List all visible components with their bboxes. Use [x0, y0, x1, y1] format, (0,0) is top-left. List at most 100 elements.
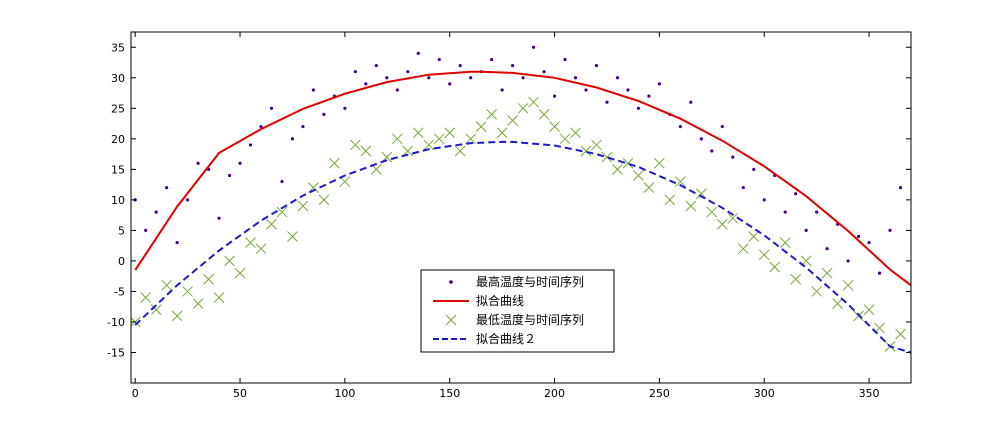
y-tick-label: 35 [111, 41, 125, 54]
y-tick-label: 15 [111, 163, 125, 176]
min-temp-point [433, 133, 445, 145]
legend-marker-max-points [449, 280, 453, 284]
min-temp-point [727, 212, 739, 224]
x-tick-label: 200 [544, 387, 565, 400]
min-temp-point [444, 127, 456, 139]
x-tick-label: 100 [334, 387, 355, 400]
max-temp-point [573, 76, 578, 80]
min-temp-point [402, 145, 414, 157]
max-temp-point [301, 125, 305, 129]
max-temp-point [259, 125, 263, 129]
min-temp-point [580, 145, 592, 157]
max-temp-point [542, 70, 546, 74]
legend-label: 拟合曲线 [476, 293, 524, 308]
min-temp-point [863, 304, 875, 316]
max-temp-point [552, 94, 557, 98]
max-temp-point [227, 173, 232, 178]
axes-box [130, 31, 912, 384]
y-tick-label: 25 [111, 102, 125, 115]
max-temp-point [521, 76, 525, 80]
min-temp-point [570, 127, 581, 139]
min-temp-point [612, 163, 623, 175]
max-temp-point [217, 216, 221, 220]
min-temp-point [213, 292, 225, 303]
min-temp-point [507, 115, 518, 126]
min-temp-point [423, 139, 435, 151]
min-temp-point [350, 139, 361, 151]
min-temp-point [234, 267, 246, 279]
max-temp-point [269, 106, 274, 110]
max-temp-point [762, 198, 766, 202]
min-temp-point [842, 279, 854, 291]
max-temp-point [898, 186, 903, 190]
legend-marker-min-points [445, 314, 457, 326]
min-temp-point [454, 145, 466, 157]
max-temp-point [364, 82, 368, 86]
y-tick-label: 0 [118, 255, 125, 268]
max-temp-point [353, 70, 357, 74]
max-temp-point [322, 112, 326, 117]
y-tick-label: 5 [118, 224, 125, 237]
max-temp-point [448, 82, 452, 86]
min-temp-point [758, 249, 770, 261]
max-temp-point [678, 125, 682, 129]
max-temp-point [395, 88, 399, 92]
max-temp-point [280, 179, 284, 184]
min-temp-point [664, 194, 676, 206]
x-tick-label: 300 [754, 387, 775, 400]
max-temp-point [490, 57, 494, 62]
min-temp-point [517, 102, 529, 114]
max-temp-point [752, 167, 756, 171]
max-temp-point [238, 161, 242, 165]
min-temp-point [486, 109, 497, 120]
min-temp-point [171, 310, 183, 322]
min-temp-point [255, 243, 267, 255]
min-temp-point [318, 194, 330, 206]
fit-curve-line [134, 70, 911, 287]
max-temp-point [406, 70, 410, 74]
min-temp-point [675, 176, 686, 187]
min-temp-point [528, 96, 539, 108]
min-temp-point [706, 206, 718, 218]
max-temp-point [647, 94, 651, 98]
min-temp-point [633, 170, 644, 181]
min-temp-point [591, 139, 602, 151]
min-temp-point [245, 237, 256, 248]
max-temp-point [731, 155, 735, 159]
min-temp-point [737, 243, 749, 255]
min-temp-point [695, 188, 707, 200]
legend-label: 最低温度与时间序列 [476, 312, 584, 327]
max-temp-point [290, 137, 295, 141]
max-temp-point [710, 149, 714, 153]
max-temp-point [311, 88, 316, 92]
max-temp-point [657, 82, 661, 86]
y-tick-label: 10 [111, 194, 125, 207]
min-temp-point [339, 176, 351, 187]
min-temp-point [140, 292, 152, 303]
y-tick-label: -5 [114, 285, 125, 298]
x-tick-label: 350 [859, 387, 880, 400]
max-temp-point [846, 259, 850, 263]
min-temp-point [475, 121, 487, 132]
min-temp-point [895, 328, 906, 340]
min-temp-point [287, 231, 298, 242]
min-temp-point [538, 109, 550, 120]
x-tick-label: 150 [439, 387, 460, 400]
min-temp-point [643, 182, 655, 194]
min-temp-point [559, 133, 571, 145]
min-temp-point [329, 157, 340, 169]
max-temp-point [186, 198, 190, 202]
max-temp-point [374, 63, 378, 68]
min-temp-point [182, 286, 193, 297]
min-temp-point [203, 273, 214, 285]
x-tick-label: 0 [132, 387, 139, 400]
x-tick-label: 250 [649, 387, 670, 400]
max-temp-point [626, 88, 630, 92]
max-temp-point [531, 45, 536, 49]
min-temp-point [192, 298, 204, 309]
max-temp-point [584, 88, 588, 92]
min-temp-point [654, 157, 665, 169]
max-temp-point [437, 57, 441, 62]
max-temp-point [888, 228, 892, 232]
y-tick-label: -15 [107, 346, 125, 359]
